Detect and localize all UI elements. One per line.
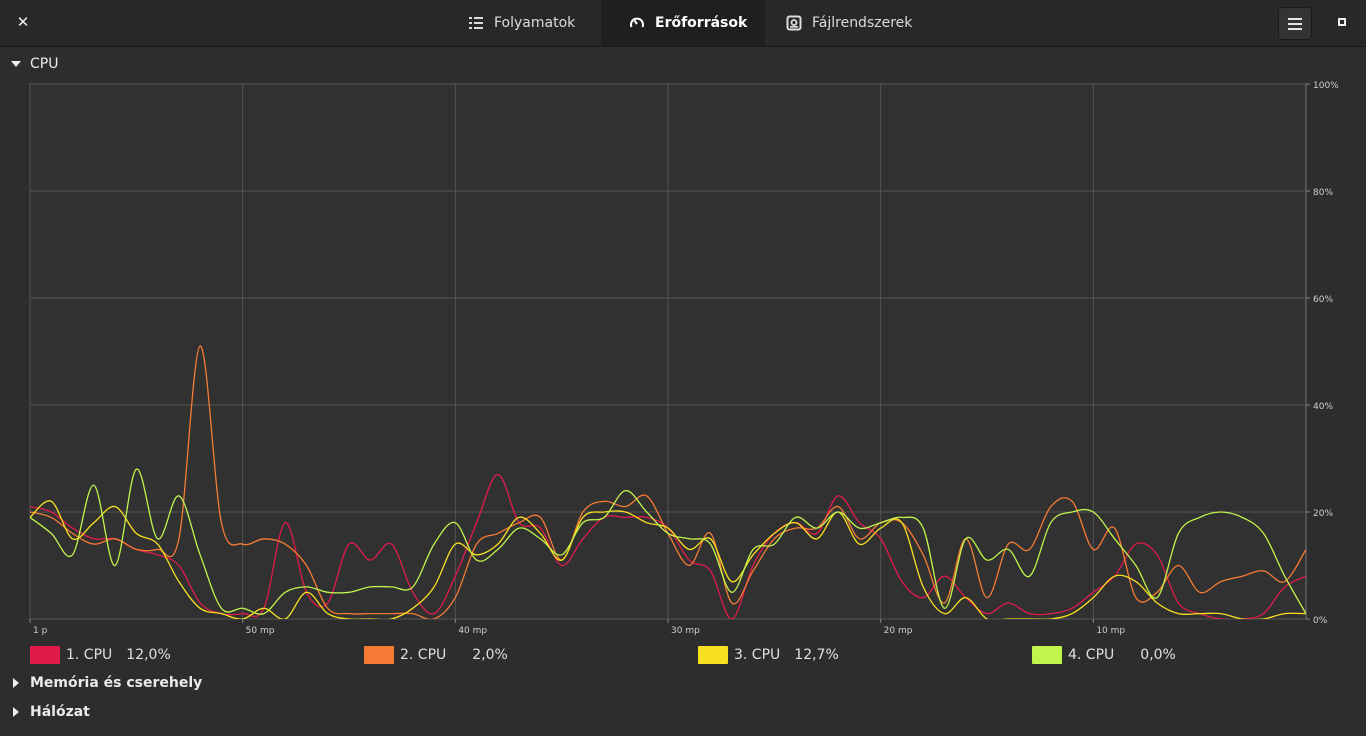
close-button[interactable]: ✕ [12,11,34,33]
legend-cpu3-label: 3. CPU [734,647,781,663]
cpu3-color-swatch[interactable] [698,646,728,664]
main-menu-button[interactable] [1278,7,1312,40]
gauge-icon [629,15,645,31]
tab-resources-label: Erőforrások [655,15,748,31]
x-tick-label: 30 mp [671,626,700,636]
cpu4-color-swatch[interactable] [1032,646,1062,664]
section-memory-toggle[interactable]: Memória és cserehely [10,675,202,691]
legend-cpu2-label: 2. CPU [400,647,447,663]
section-network-toggle[interactable]: Hálózat [10,704,90,720]
legend-cpu1-value: 12,0% [126,647,171,663]
legend-cpu2-value: 2,0% [472,647,508,663]
maximize-button[interactable] [1338,18,1346,26]
collapsed-arrow-icon [10,706,22,718]
y-tick-label: 60% [1313,295,1333,305]
cpu2-series-line [30,345,1306,619]
x-tick-label: 40 mp [458,626,487,636]
x-tick-label: 50 mp [246,626,275,636]
legend-cpu3: 3. CPU 12,7% [698,645,839,665]
y-tick-label: 20% [1313,509,1333,519]
y-tick-label: 100% [1313,81,1339,91]
x-tick-label: 1 p [33,626,48,636]
cpu4-series-line [30,468,1306,615]
expanded-arrow-icon [10,58,22,70]
section-network-label: Hálózat [30,704,90,720]
x-tick-label: 20 mp [884,626,913,636]
legend-cpu2: 2. CPU 2,0% [364,645,508,665]
legend-cpu1-label: 1. CPU [66,647,113,663]
collapsed-arrow-icon [10,677,22,689]
disk-icon [786,15,802,31]
section-cpu-label: CPU [30,56,59,72]
cpu-history-chart: 100% 80% 60% 40% 20% 0% 1 p 50 mp 40 mp 30 mp 20 m… [29,81,1339,636]
legend-cpu4-label: 4. CPU [1068,647,1115,663]
legend-cpu4: 4. CPU 0,0% [1032,645,1176,665]
hamburger-menu-icon [1288,17,1302,30]
tab-resources[interactable]: Erőforrások [601,0,765,46]
close-icon: ✕ [16,13,30,31]
cpu2-color-swatch[interactable] [364,646,394,664]
legend-cpu3-value: 12,7% [794,647,839,663]
maximize-icon [1338,18,1346,26]
section-memory-label: Memória és cserehely [30,675,203,691]
y-tick-label: 80% [1313,188,1333,198]
y-tick-label: 40% [1313,402,1333,412]
tab-filesystems-label: Fájlrendszerek [812,15,913,31]
legend-cpu4-value: 0,0% [1140,647,1176,663]
tab-processes-label: Folyamatok [494,15,576,31]
list-icon [468,15,484,31]
legend-cpu1: 1. CPU 12,0% [30,645,171,665]
header-bar: ✕ Folyamatok Erőforrások [0,0,1366,47]
cpu3-series-line [30,500,1306,619]
x-tick-label: 10 mp [1096,626,1125,636]
tab-processes[interactable]: Folyamatok [468,0,600,46]
section-cpu-toggle[interactable]: CPU [10,56,58,72]
y-tick-label: 0% [1313,616,1328,626]
cpu1-color-swatch[interactable] [30,646,60,664]
tab-filesystems[interactable]: Fájlrendszerek [786,0,926,46]
